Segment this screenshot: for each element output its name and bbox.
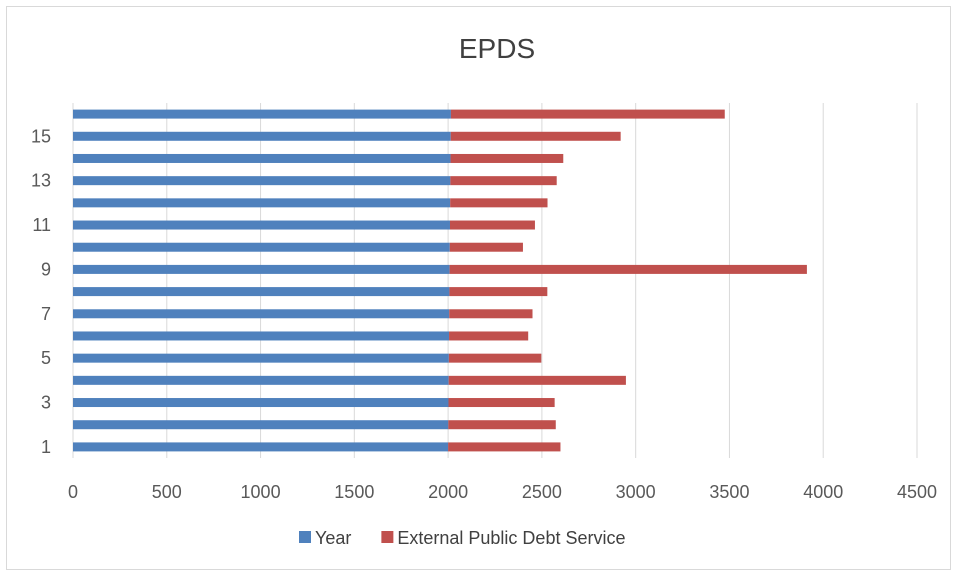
bar-year <box>73 309 450 319</box>
legend: Year External Public Debt Service <box>299 528 625 548</box>
x-tick-label: 500 <box>152 482 182 502</box>
bar-external-public-debt-service <box>449 264 807 274</box>
legend-swatch-external-public-debt-service <box>381 531 394 543</box>
bar-year <box>73 220 450 230</box>
bar-year <box>73 131 451 141</box>
legend-label-year: Year <box>315 528 351 548</box>
bar-external-public-debt-service <box>448 420 556 430</box>
bar-external-public-debt-service <box>450 176 557 186</box>
bar-external-public-debt-service <box>450 131 621 141</box>
bar-external-public-debt-service <box>448 398 555 408</box>
y-tick-label: 1 <box>41 437 51 457</box>
x-tick-label: 1000 <box>241 482 281 502</box>
bar-year <box>73 264 450 274</box>
bar-external-public-debt-service <box>449 242 523 252</box>
bar-external-public-debt-service <box>449 309 533 319</box>
x-tick-label: 1500 <box>334 482 374 502</box>
bar-chart: EPDS 0 500 1000 1500 2000 2500 3000 3500 4000 450… <box>31 33 937 548</box>
chart-area: EPDS 0 500 1000 1500 2000 2500 3000 3500 4000 450… <box>6 6 951 570</box>
x-tick-label: 3000 <box>616 482 656 502</box>
legend-label-external-public-debt-service: External Public Debt Service <box>397 528 625 548</box>
bar-external-public-debt-service <box>448 375 626 385</box>
bar-year <box>73 375 449 385</box>
y-tick-label: 11 <box>32 215 51 235</box>
bar-year <box>73 398 449 408</box>
bar-year <box>73 198 451 208</box>
y-tick-label: 13 <box>31 171 51 191</box>
legend-swatch-year <box>299 531 311 543</box>
bar-external-public-debt-service <box>450 198 548 208</box>
x-tick-label: 4000 <box>803 482 843 502</box>
bars <box>73 109 807 452</box>
bar-year <box>73 353 449 363</box>
y-tick-label: 3 <box>41 393 51 413</box>
bar-external-public-debt-service <box>450 153 564 163</box>
bar-year <box>73 442 449 452</box>
x-tick-label: 2500 <box>522 482 562 502</box>
bar-year <box>73 287 450 297</box>
bar-external-public-debt-service <box>450 109 725 119</box>
y-tick-label: 9 <box>41 259 51 279</box>
y-tick-label: 5 <box>41 348 51 368</box>
x-tick-label: 4500 <box>897 482 937 502</box>
x-tick-label: 2000 <box>428 482 468 502</box>
x-tick-label: 3500 <box>709 482 749 502</box>
y-tick-label: 15 <box>31 126 51 146</box>
bar-external-public-debt-service <box>449 287 548 297</box>
bar-external-public-debt-service <box>448 442 561 452</box>
y-tick-label: 7 <box>41 304 51 324</box>
bar-year <box>73 176 451 186</box>
bar-external-public-debt-service <box>449 331 529 341</box>
bar-external-public-debt-service <box>449 220 535 230</box>
x-tick-label: 0 <box>68 482 78 502</box>
bar-year <box>73 331 450 341</box>
bar-year <box>73 153 451 163</box>
bar-external-public-debt-service <box>448 353 542 363</box>
bar-year <box>73 420 449 430</box>
bar-year <box>73 109 451 119</box>
x-axis-ticks: 0 500 1000 1500 2000 2500 3000 3500 4000 4500 <box>68 482 937 502</box>
bar-year <box>73 242 450 252</box>
chart-title: EPDS <box>459 33 535 64</box>
